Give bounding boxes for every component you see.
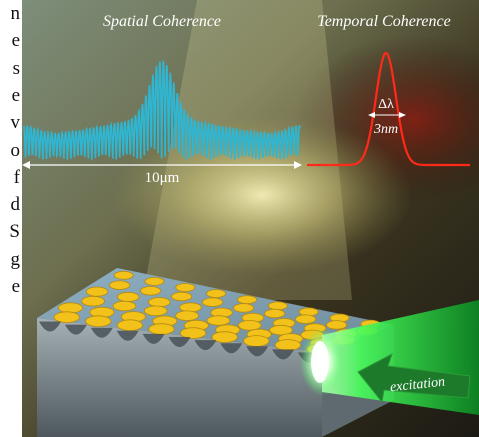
sample-wells <box>53 270 381 355</box>
sample-well <box>179 302 202 313</box>
sample-front-cell <box>246 346 269 357</box>
sample-well <box>140 286 162 296</box>
sample-front-cell <box>194 340 217 351</box>
sample-front-cell <box>39 321 61 332</box>
linewidth-arrow-left-head <box>368 112 375 118</box>
sample-front-cell <box>168 337 191 347</box>
text-fragment: S <box>9 221 20 243</box>
central-glow <box>112 115 412 275</box>
sample-well <box>116 319 144 332</box>
spatial-coherence-title: Spatial Coherence <box>103 13 221 30</box>
sample-well <box>148 323 175 335</box>
text-fragment: e <box>11 276 20 297</box>
sample-well <box>237 295 257 305</box>
sample-well <box>267 301 288 311</box>
text-fragment: s <box>12 57 20 79</box>
sample-well <box>53 311 80 324</box>
sample-well <box>326 320 348 330</box>
sample-well <box>175 283 196 292</box>
sample-well <box>206 315 231 326</box>
sample-well <box>175 310 199 321</box>
sample-front-cell <box>116 330 139 341</box>
sample-well <box>109 280 131 290</box>
text-fragment: o <box>10 139 21 161</box>
width-arrow-right-head <box>294 161 302 169</box>
text-fragment: e <box>11 84 20 106</box>
sample-front-cell <box>64 324 87 335</box>
sample-well <box>202 297 224 307</box>
sample-well <box>144 276 165 286</box>
sample-well <box>112 300 137 312</box>
sample-well <box>211 331 238 343</box>
coherence-figure: excitation 10μm Spatial Coherence Tempor… <box>22 0 479 437</box>
text-fragment: v <box>10 112 21 134</box>
text-fragment: e <box>11 30 20 52</box>
temporal-coherence-title: Temporal Coherence <box>317 13 450 30</box>
sample-front-cell <box>220 343 243 354</box>
sample-front-cell <box>272 349 295 360</box>
sample-front-cell <box>142 333 165 344</box>
width-label: 10μm <box>145 170 180 186</box>
temporal-coherence-plot: Temporal Coherence Δλ 3nm <box>307 13 470 167</box>
sample-well <box>180 327 207 339</box>
beam-spot-core <box>311 341 329 383</box>
width-arrow-left-head <box>22 161 30 169</box>
excitation-beam: excitation <box>300 300 479 415</box>
sample-well <box>116 291 140 302</box>
sample-well <box>295 314 317 324</box>
sample-well <box>233 303 255 313</box>
linewidth-arrow-right-head <box>399 112 406 118</box>
sample-well <box>264 308 286 319</box>
sample-front-cells <box>39 321 320 363</box>
sample-well <box>58 302 84 314</box>
sample-well <box>85 286 109 297</box>
sample-well <box>148 297 171 308</box>
sample-well <box>85 315 112 328</box>
temporal-coherence-trace <box>307 51 470 167</box>
sample-well <box>243 335 270 347</box>
sample-well <box>237 320 262 331</box>
sample-front-cell <box>90 327 113 338</box>
delta-lambda-label: Δλ <box>378 97 394 112</box>
text-fragment: d <box>10 194 21 216</box>
text-fragment: f <box>13 166 20 188</box>
text-fragment: n <box>10 3 21 24</box>
text-fragment: g <box>10 248 21 270</box>
sample-well <box>144 305 168 317</box>
sample-well <box>269 324 293 336</box>
sample-well <box>113 270 134 280</box>
sample-well <box>206 289 227 299</box>
arrow-left-icon <box>357 352 471 404</box>
spatial-coherence-trace <box>23 59 301 160</box>
sample-well <box>81 296 105 307</box>
excitation-label: excitation <box>389 375 445 396</box>
linewidth-label: 3nm <box>373 122 398 137</box>
sample-well <box>171 291 193 302</box>
sample-well <box>274 339 301 351</box>
spatial-coherence-plot: 10μm Spatial Coherence <box>22 13 302 186</box>
